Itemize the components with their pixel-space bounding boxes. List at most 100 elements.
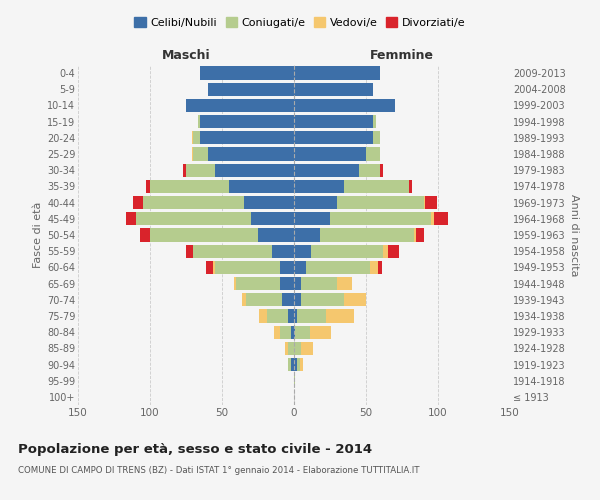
Text: Popolazione per età, sesso e stato civile - 2014: Popolazione per età, sesso e stato civil…: [18, 442, 372, 456]
Bar: [425, 196, 437, 209]
Bar: [424, 196, 425, 209]
Y-axis label: Anni di nascita: Anni di nascita: [569, 194, 580, 276]
Bar: [208, 148, 294, 160]
Bar: [330, 212, 431, 226]
Bar: [344, 293, 366, 306]
Bar: [320, 228, 413, 241]
Bar: [200, 115, 294, 128]
Bar: [294, 244, 311, 258]
Bar: [431, 212, 434, 226]
Bar: [150, 228, 258, 241]
Bar: [133, 196, 143, 209]
Bar: [259, 310, 266, 322]
Bar: [294, 342, 301, 355]
Bar: [294, 310, 297, 322]
Bar: [193, 148, 208, 160]
Bar: [186, 164, 215, 177]
Bar: [326, 310, 355, 322]
Bar: [337, 196, 424, 209]
Bar: [233, 277, 236, 290]
Bar: [295, 326, 310, 339]
Bar: [294, 374, 295, 388]
Bar: [359, 164, 380, 177]
Bar: [283, 293, 294, 306]
Bar: [143, 196, 244, 209]
Bar: [301, 342, 313, 355]
Bar: [294, 164, 359, 177]
Bar: [140, 228, 150, 241]
Bar: [294, 82, 373, 96]
Bar: [300, 358, 302, 371]
Bar: [272, 244, 294, 258]
Bar: [366, 148, 380, 160]
Bar: [183, 164, 186, 177]
Bar: [294, 196, 337, 209]
Bar: [305, 260, 370, 274]
Bar: [229, 180, 294, 193]
Bar: [146, 180, 150, 193]
Bar: [344, 180, 409, 193]
Bar: [197, 115, 200, 128]
Bar: [192, 131, 193, 144]
Bar: [310, 326, 331, 339]
Bar: [186, 244, 193, 258]
Bar: [286, 342, 288, 355]
Bar: [311, 244, 383, 258]
Bar: [288, 342, 294, 355]
Bar: [294, 293, 301, 306]
Bar: [280, 260, 294, 274]
Text: COMUNE DI CAMPO DI TRENS (BZ) - Dati ISTAT 1° gennaio 2014 - Elaborazione TUTTIT: COMUNE DI CAMPO DI TRENS (BZ) - Dati IST…: [18, 466, 419, 475]
Bar: [377, 260, 382, 274]
Bar: [294, 131, 373, 144]
Bar: [280, 277, 294, 290]
Y-axis label: Fasce di età: Fasce di età: [32, 202, 43, 268]
Bar: [291, 358, 294, 371]
Bar: [380, 164, 383, 177]
Bar: [388, 244, 399, 258]
Bar: [214, 260, 215, 274]
Bar: [200, 66, 294, 80]
Bar: [416, 228, 424, 241]
Bar: [251, 212, 294, 226]
Bar: [258, 228, 294, 241]
Bar: [301, 293, 344, 306]
Bar: [215, 164, 294, 177]
Bar: [200, 131, 294, 144]
Bar: [294, 228, 320, 241]
Bar: [297, 310, 326, 322]
Bar: [294, 260, 305, 274]
Bar: [373, 131, 380, 144]
Bar: [192, 148, 193, 160]
Bar: [294, 358, 297, 371]
Bar: [288, 358, 291, 371]
Bar: [383, 244, 388, 258]
Bar: [206, 260, 214, 274]
Bar: [294, 326, 295, 339]
Bar: [291, 326, 294, 339]
Bar: [413, 228, 416, 241]
Bar: [409, 180, 412, 193]
Bar: [247, 293, 283, 306]
Text: Femmine: Femmine: [370, 50, 434, 62]
Bar: [280, 326, 291, 339]
Bar: [301, 277, 337, 290]
Bar: [337, 277, 352, 290]
Bar: [244, 196, 294, 209]
Bar: [434, 212, 448, 226]
Bar: [294, 180, 344, 193]
Bar: [294, 277, 301, 290]
Bar: [288, 310, 294, 322]
Bar: [242, 293, 247, 306]
Bar: [208, 82, 294, 96]
Bar: [294, 212, 330, 226]
Bar: [125, 212, 136, 226]
Text: Maschi: Maschi: [161, 50, 211, 62]
Bar: [150, 180, 229, 193]
Bar: [370, 260, 377, 274]
Bar: [193, 244, 272, 258]
Bar: [373, 115, 376, 128]
Bar: [294, 66, 380, 80]
Bar: [294, 115, 373, 128]
Bar: [136, 212, 251, 226]
Legend: Celibi/Nubili, Coniugati/e, Vedovi/e, Divorziati/e: Celibi/Nubili, Coniugati/e, Vedovi/e, Di…: [130, 13, 470, 32]
